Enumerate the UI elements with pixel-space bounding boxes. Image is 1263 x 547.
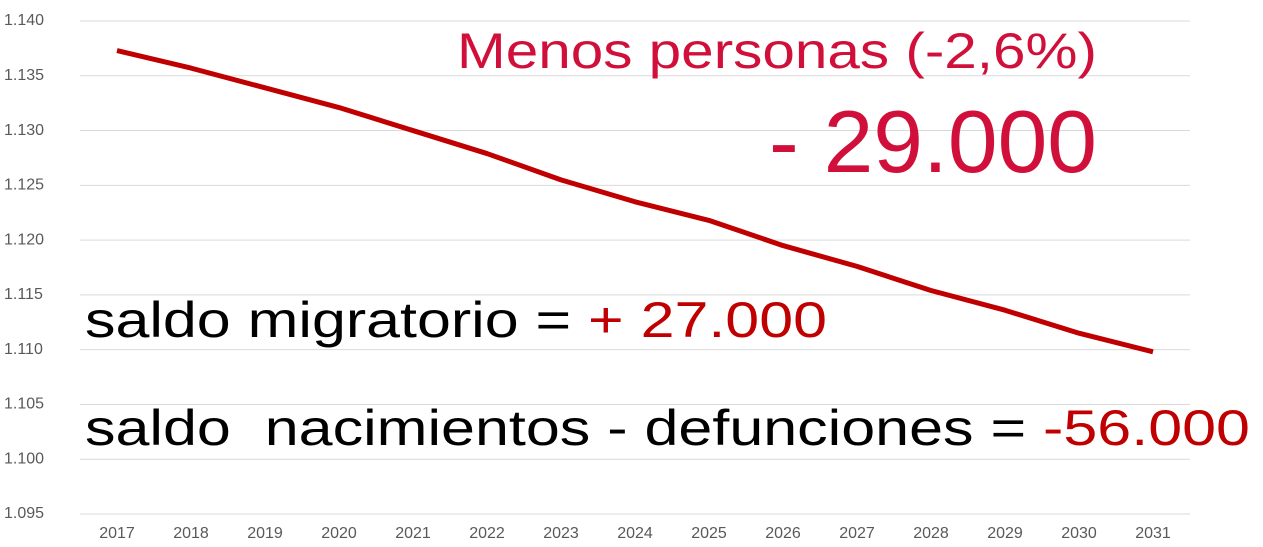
x-tick-label: 2018 [173,525,209,542]
y-tick-label: 1.095 [4,505,44,522]
x-tick-label: 2029 [987,525,1023,542]
y-tick-label: 1.140 [4,12,44,29]
annotation: - 29.000 [769,92,1097,191]
x-tick-label: 2031 [1135,525,1171,542]
line [116,48,1154,355]
x-tick-label: 2021 [395,525,431,542]
annotation-text: saldo nacimientos - defunciones = [85,400,1043,456]
annotation-text: saldo migratorio = [85,292,588,348]
y-tick-label: 1.135 [4,67,44,84]
x-tick-label: 2027 [839,525,875,542]
annotation: saldo nacimientos - defunciones = -56.00… [85,400,1250,456]
annotation: saldo migratorio = + 27.000 [85,292,827,348]
y-tick-label: 1.120 [4,231,44,248]
y-tick-label: 1.125 [4,177,44,194]
x-tick-label: 2024 [617,525,653,542]
x-tick-label: 2019 [247,525,283,542]
annotation: Menos personas (-2,6%) [457,23,1097,79]
x-tick-label: 2025 [691,525,727,542]
x-tick-label: 2020 [321,525,357,542]
x-tick-label: 2022 [469,525,505,542]
annotation-highlight: + 27.000 [588,292,827,348]
y-tick-label: 1.105 [4,396,44,413]
y-tick-label: 1.115 [4,286,43,303]
y-tick-label: 1.130 [4,122,44,139]
x-tick-label: 2017 [99,525,135,542]
x-tick-label: 2026 [765,525,801,542]
x-tick-label: 2023 [543,525,579,542]
x-tick-label: 2030 [1061,525,1097,542]
y-tick-label: 1.110 [4,341,43,358]
x-tick-label: 2028 [913,525,949,542]
annotation-highlight: -56.000 [1043,400,1250,456]
y-tick-label: 1.100 [4,450,44,467]
